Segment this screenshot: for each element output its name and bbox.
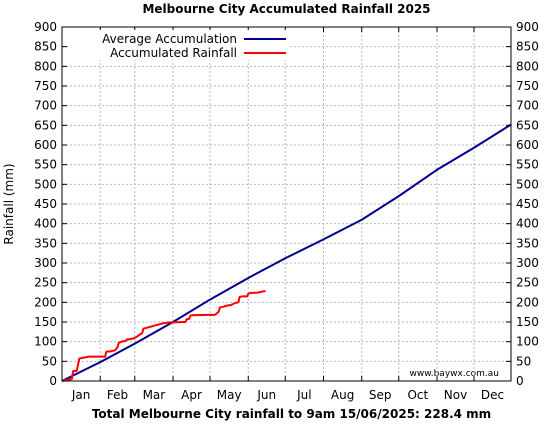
y-tick-label-left: 350 <box>34 236 57 250</box>
y-tick-label-right: 500 <box>516 177 539 191</box>
y-tick-label-left: 0 <box>49 374 57 388</box>
y-tick-label-right: 700 <box>516 99 539 113</box>
y-tick-label-right: 600 <box>516 138 539 152</box>
y-tick-label-left: 900 <box>34 20 57 34</box>
y-tick-label-right: 800 <box>516 59 539 73</box>
y-tick-label-right: 250 <box>516 276 539 290</box>
y-tick-label-left: 200 <box>34 295 57 309</box>
y-tick-label-right: 150 <box>516 315 539 329</box>
y-tick-label-left: 300 <box>34 256 57 270</box>
y-tick-label-right: 450 <box>516 197 539 211</box>
x-tick-label: Jan <box>71 388 91 402</box>
x-tick-label: Dec <box>481 388 504 402</box>
y-tick-label-right: 200 <box>516 295 539 309</box>
y-tick-label-right: 50 <box>516 354 531 368</box>
y-tick-label-left: 750 <box>34 79 57 93</box>
y-tick-label-left: 650 <box>34 118 57 132</box>
series-line-average <box>61 123 512 382</box>
grid-lines <box>62 27 511 381</box>
y-tick-label-right: 400 <box>516 217 539 231</box>
y-tick-label-right: 300 <box>516 256 539 270</box>
axes: 0 0 50 50 100 100 150 150 200 200 250 250 300 300 350 3… <box>34 20 539 402</box>
y-tick-label-left: 250 <box>34 276 57 290</box>
y-tick-label-left: 50 <box>42 354 57 368</box>
credit-label: www.baywx.com.au <box>409 369 499 379</box>
y-tick-label-left: 700 <box>34 99 57 113</box>
y-tick-label-left: 500 <box>34 177 57 191</box>
y-tick-label-right: 900 <box>516 20 539 34</box>
series-layer <box>61 123 512 382</box>
x-tick-label: Mar <box>143 388 166 402</box>
x-tick-label: Jun <box>256 388 276 402</box>
x-tick-label: Oct <box>407 388 428 402</box>
x-tick-label: Feb <box>107 388 128 402</box>
y-tick-label-left: 800 <box>34 59 57 73</box>
y-tick-label-left: 600 <box>34 138 57 152</box>
y-tick-label-right: 350 <box>516 236 539 250</box>
y-tick-label-right: 850 <box>516 40 539 54</box>
x-axis-label: Total Melbourne City rainfall to 9am 15/… <box>92 407 491 421</box>
y-tick-label-left: 100 <box>34 335 57 349</box>
y-tick-label-left: 550 <box>34 158 57 172</box>
x-tick-label: May <box>217 388 242 402</box>
y-tick-label-left: 850 <box>34 40 57 54</box>
y-axis-label: Rainfall (mm) <box>2 163 16 244</box>
y-tick-label-right: 0 <box>516 374 524 388</box>
x-tick-label: Jul <box>296 388 311 402</box>
plot-frame <box>61 26 512 382</box>
legend-box <box>70 30 290 60</box>
y-tick-label-left: 150 <box>34 315 57 329</box>
chart-title: Melbourne City Accumulated Rainfall 2025 <box>142 2 430 16</box>
y-tick-label-left: 450 <box>34 197 57 211</box>
x-tick-label: Sep <box>369 388 392 402</box>
y-tick-label-right: 750 <box>516 79 539 93</box>
legend: Average Accumulation Accumulated Rainfal… <box>70 30 290 60</box>
x-tick-label: Apr <box>181 388 202 402</box>
series-line-accumulated <box>61 290 266 382</box>
y-tick-label-right: 550 <box>516 158 539 172</box>
y-tick-label-left: 400 <box>34 217 57 231</box>
x-tick-label: Nov <box>444 388 467 402</box>
legend-label-accumulated: Accumulated Rainfall <box>110 46 237 60</box>
x-tick-label: Aug <box>331 388 354 402</box>
y-tick-label-right: 100 <box>516 335 539 349</box>
y-tick-label-right: 650 <box>516 118 539 132</box>
legend-label-average: Average Accumulation <box>102 32 237 46</box>
